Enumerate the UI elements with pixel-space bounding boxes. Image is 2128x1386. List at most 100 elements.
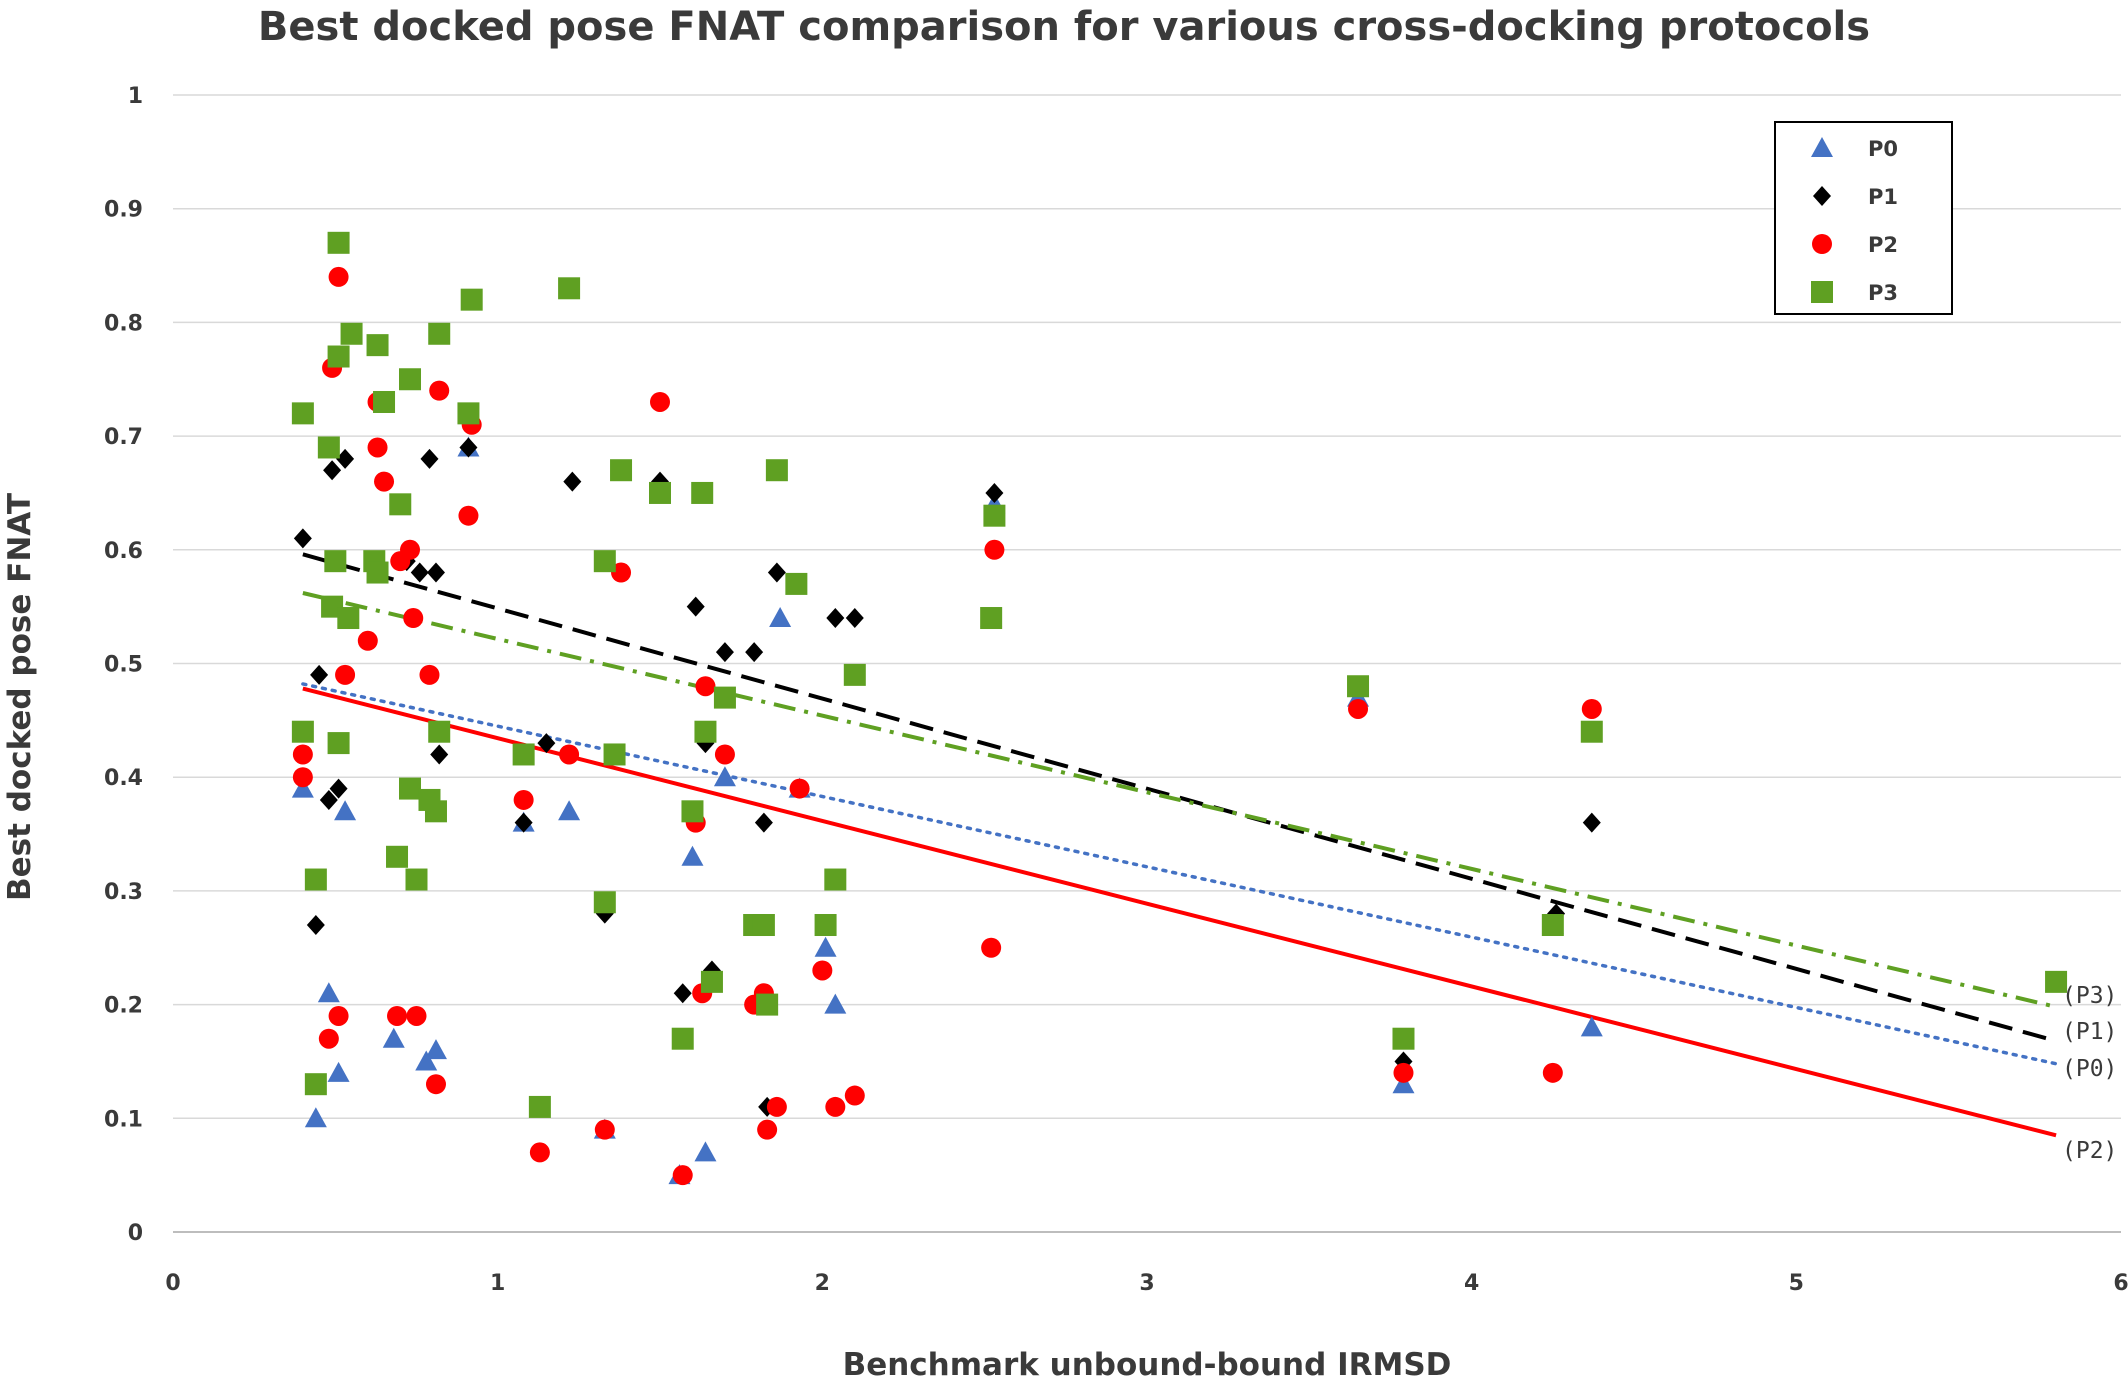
point-p2 [400, 539, 421, 560]
point-p1 [826, 608, 845, 629]
point-p3 [843, 663, 866, 686]
point-p1 [686, 596, 705, 617]
point-p2 [594, 1119, 615, 1140]
point-p2 [429, 380, 450, 401]
point-p3 [373, 390, 396, 413]
point-p2 [335, 664, 356, 685]
point-p1 [845, 608, 864, 629]
point-p0 [424, 1039, 447, 1060]
point-p1 [420, 448, 439, 469]
point-p1 [426, 562, 445, 583]
x-tick-label: 4 [1464, 1271, 1479, 1296]
point-p3 [593, 891, 616, 914]
point-p1 [985, 482, 1004, 503]
point-p2 [981, 937, 1002, 958]
trendline-p0 [301, 682, 2058, 1066]
y-tick-label: 0.9 [104, 198, 143, 223]
point-p3 [324, 550, 347, 573]
y-axis-label: Best docked pose FNAT [2, 493, 38, 901]
point-p0 [382, 1027, 405, 1048]
point-p1 [293, 528, 312, 549]
point-p2 [374, 471, 395, 492]
point-p0 [1392, 1073, 1415, 1094]
point-p2 [714, 744, 735, 765]
point-p1 [754, 812, 773, 833]
point-p1 [336, 448, 355, 469]
point-p3 [304, 1073, 327, 1096]
point-p3 [649, 481, 671, 504]
series-p2 [292, 266, 2067, 1186]
y-tick-label: 0.7 [104, 425, 143, 450]
gridlines [173, 94, 2121, 1120]
point-p1 [1582, 812, 1601, 833]
point-p2 [766, 1096, 787, 1117]
point-p2 [695, 676, 716, 697]
y-tick-label: 0.5 [104, 653, 143, 678]
point-p3 [424, 800, 447, 823]
point-p3 [460, 288, 483, 311]
x-tick-label: 3 [1139, 1271, 1154, 1296]
y-tick-labels: 0 0.1 0.2 0.3 0.4 0.5 0.6 0.7 0.8 0.9 1 [104, 84, 143, 1246]
point-p2 [292, 767, 313, 788]
point-p3 [824, 868, 847, 891]
point-p0 [814, 936, 837, 957]
point-p3 [405, 868, 428, 891]
legend-label-p3: P3 [1868, 281, 1898, 305]
point-p3 [317, 436, 340, 459]
legend: P0 P1 P2 P3 [1774, 121, 1953, 315]
point-p3 [814, 914, 837, 937]
trendline-label-p3: (P3) [2062, 983, 2117, 1009]
series-p1 [293, 437, 1601, 1117]
point-p1 [715, 642, 734, 663]
x-tick-label: 6 [2113, 1271, 2128, 1296]
point-p2 [403, 608, 424, 629]
point-p1 [514, 812, 533, 833]
point-p0 [558, 800, 581, 821]
x-tick-label: 0 [165, 1271, 180, 1296]
point-p0 [694, 1141, 717, 1162]
point-p3 [593, 550, 616, 573]
point-p3 [399, 368, 422, 391]
point-p3 [366, 561, 389, 584]
point-p0 [317, 982, 340, 1003]
point-p1 [430, 744, 449, 765]
point-p3 [386, 845, 409, 868]
point-p3 [512, 743, 535, 766]
y-tick-label: 0.4 [104, 766, 143, 791]
x-tick-label: 5 [1789, 1271, 1804, 1296]
point-p2 [328, 1005, 349, 1026]
point-p3 [752, 914, 775, 937]
point-p0 [824, 993, 847, 1014]
point-p2 [367, 437, 388, 458]
y-tick-label: 1 [128, 84, 143, 109]
point-p3 [983, 504, 1006, 527]
legend-label-p0: P0 [1868, 137, 1898, 161]
point-p3 [327, 732, 350, 755]
point-p3 [700, 970, 723, 993]
point-p0 [681, 845, 704, 866]
legend-marker-p3 [1811, 281, 1833, 303]
x-tick-label: 1 [490, 1271, 505, 1296]
trendline-p2 [302, 686, 2057, 1138]
y-tick-label: 0.3 [104, 880, 143, 905]
point-p2 [458, 505, 479, 526]
point-p2 [406, 1005, 427, 1026]
point-p3 [681, 800, 704, 823]
point-p3 [291, 720, 314, 743]
point-p3 [603, 743, 626, 766]
x-tick-labels: 0 1 2 3 4 5 6 [165, 1271, 2128, 1296]
point-p1 [767, 562, 786, 583]
point-p2 [672, 1165, 693, 1186]
point-p2 [513, 789, 534, 810]
point-p3 [327, 345, 350, 368]
y-tick-label: 0.8 [104, 311, 143, 336]
trendline-label-p0: (P0) [2062, 1056, 2117, 1082]
legend-box [1774, 121, 1953, 315]
point-p3 [756, 993, 779, 1016]
chart-title: Best docked pose FNAT comparison for var… [258, 4, 1870, 50]
point-p3 [694, 720, 717, 743]
point-p1 [537, 733, 556, 754]
point-p2 [425, 1074, 446, 1095]
legend-marker-p0 [1811, 137, 1833, 157]
data-points [291, 231, 2068, 1186]
